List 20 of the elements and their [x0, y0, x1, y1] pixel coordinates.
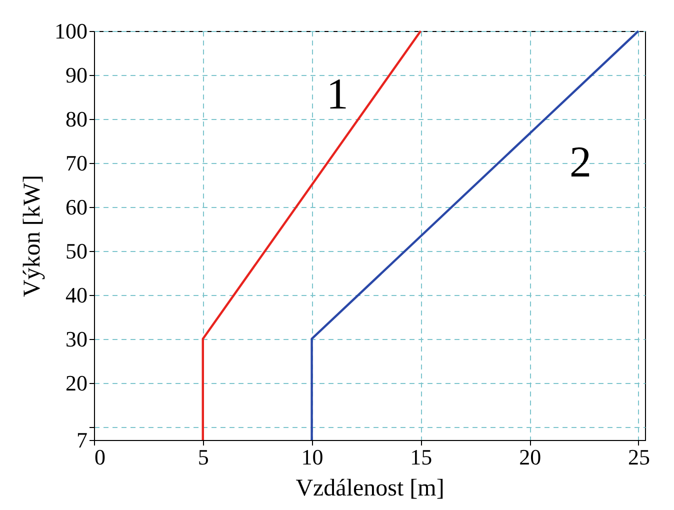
x-tick-label: 15: [410, 444, 432, 470]
y-tick-label: 100: [54, 18, 88, 44]
y-tick-label: 60: [66, 194, 88, 220]
x-tick-label: 25: [628, 444, 650, 470]
y-tick-label: 50: [66, 238, 88, 264]
x-tick-label: 5: [198, 444, 209, 470]
y-tick-label: 40: [66, 282, 88, 308]
y-tick-label: 7: [76, 428, 88, 452]
series-label: 2: [569, 137, 592, 186]
x-tick-label: 20: [519, 444, 542, 470]
y-tick-label: 70: [66, 150, 88, 176]
x-tick-label: 0: [94, 444, 106, 470]
x-axis-title: Vzdálenost [m]: [296, 476, 444, 502]
y-tick-label: 20: [66, 370, 88, 396]
y-axis-title: Výkon [kW]: [20, 175, 46, 297]
series-label: 1: [326, 69, 348, 118]
x-tick-label: 10: [301, 444, 324, 470]
y-tick-label: 80: [66, 106, 88, 132]
y-tick-label: 90: [66, 62, 88, 88]
y-tick-label: 30: [66, 326, 88, 352]
